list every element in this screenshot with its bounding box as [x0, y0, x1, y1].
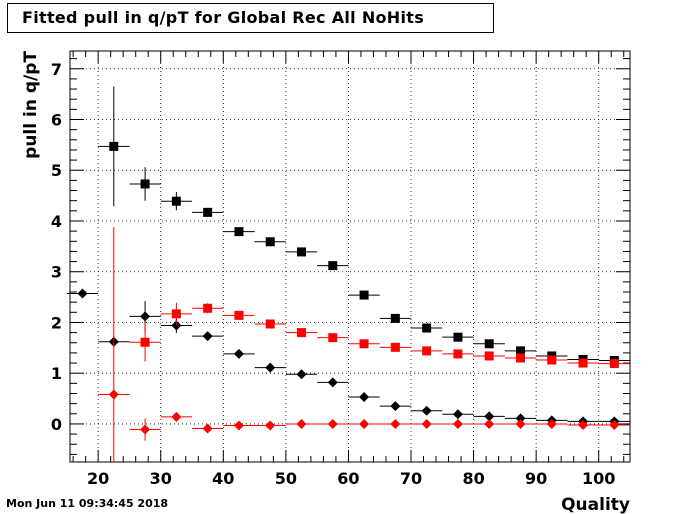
data-point-square [328, 333, 338, 343]
data-point-square [265, 237, 275, 247]
data-point-diamond [296, 369, 307, 380]
data-point-diamond [202, 423, 213, 434]
data-point-square [484, 339, 494, 349]
y-axis-title: pull in q/pT [21, 51, 41, 159]
x-tick-label: 100 [582, 469, 615, 488]
data-point-diamond [140, 311, 151, 322]
data-point-diamond [202, 331, 213, 342]
data-point-square [297, 247, 307, 257]
y-tick-label: 1 [51, 364, 62, 383]
x-tick-label: 40 [212, 469, 234, 488]
data-point-diamond [77, 288, 88, 299]
data-point-square [140, 337, 150, 347]
data-point-diamond [578, 419, 589, 430]
y-tick-label: 4 [51, 212, 62, 231]
data-point-diamond [140, 424, 151, 435]
x-tick-label: 80 [462, 469, 484, 488]
x-tick-label: 30 [150, 469, 172, 488]
data-point-diamond [609, 419, 620, 430]
data-point-square [359, 290, 369, 300]
data-point-square [422, 323, 432, 333]
data-point-diamond [484, 418, 495, 429]
x-tick-label: 60 [337, 469, 359, 488]
y-tick-label: 7 [51, 60, 62, 79]
data-point-square [359, 339, 369, 349]
data-point-square [140, 179, 150, 189]
data-point-diamond [390, 418, 401, 429]
x-axis-title: Quality [561, 495, 630, 514]
data-point-square [453, 349, 463, 359]
data-point-square [578, 358, 588, 368]
data-point-diamond [546, 418, 557, 429]
data-point-diamond [452, 409, 463, 420]
data-point-square [234, 310, 244, 320]
x-tick-label: 90 [525, 469, 547, 488]
data-point-square [265, 319, 275, 329]
data-point-diamond [484, 411, 495, 422]
data-point-diamond [233, 348, 244, 359]
data-point-square [484, 351, 494, 361]
chart-title: Fitted pull in q/pT for Global Rec All N… [7, 3, 494, 33]
timestamp: Mon Jun 11 09:34:45 2018 [6, 497, 169, 510]
data-point-diamond [390, 401, 401, 412]
x-tick-label: 50 [275, 469, 297, 488]
data-point-square [390, 342, 400, 352]
data-point-square [297, 328, 307, 338]
data-point-diamond [171, 411, 182, 422]
y-tick-label: 5 [51, 161, 62, 180]
data-point-diamond [359, 418, 370, 429]
data-point-square [390, 313, 400, 323]
data-point-square [453, 332, 463, 342]
y-tick-label: 0 [51, 415, 62, 434]
data-point-diamond [421, 418, 432, 429]
data-point-square [516, 346, 526, 356]
data-point-diamond [327, 418, 338, 429]
data-point-diamond [421, 405, 432, 416]
y-tick-label: 3 [51, 263, 62, 282]
data-point-square [609, 359, 619, 369]
data-point-diamond [265, 362, 276, 373]
data-point-square [422, 346, 432, 356]
data-point-diamond [171, 320, 182, 331]
data-point-square [516, 353, 526, 363]
y-tick-label: 2 [51, 313, 62, 332]
data-point-square [171, 196, 181, 206]
data-point-diamond [233, 420, 244, 431]
x-tick-label: 20 [87, 469, 109, 488]
data-point-square [234, 227, 244, 237]
data-point-square [328, 261, 338, 271]
data-point-square [203, 207, 213, 217]
plot-frame [69, 50, 631, 463]
data-point-diamond [327, 377, 338, 388]
data-point-diamond [265, 420, 276, 431]
data-point-diamond [296, 418, 307, 429]
y-tick-label: 6 [51, 111, 62, 130]
data-point-square [109, 141, 119, 151]
data-point-diamond [515, 418, 526, 429]
data-point-diamond [359, 392, 370, 403]
data-point-square [171, 309, 181, 319]
data-point-diamond [515, 413, 526, 424]
data-point-diamond [452, 418, 463, 429]
data-point-diamond [108, 389, 119, 400]
data-point-square [203, 303, 213, 313]
data-point-square [547, 355, 557, 365]
x-tick-label: 70 [400, 469, 422, 488]
